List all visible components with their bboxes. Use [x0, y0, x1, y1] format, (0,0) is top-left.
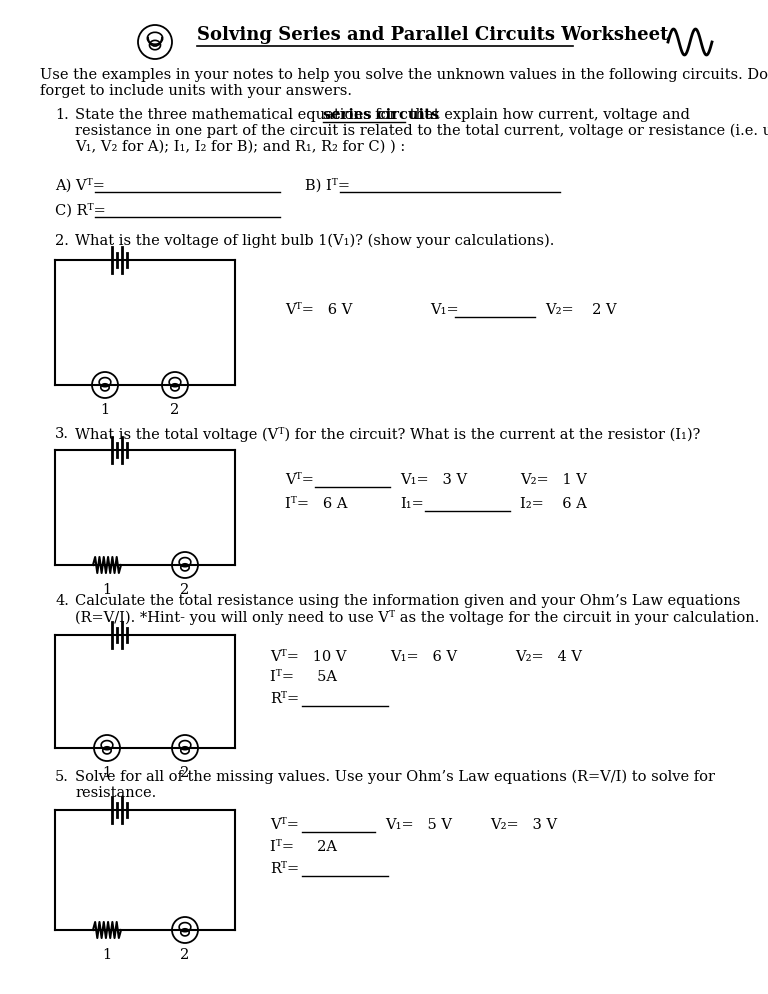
Text: 2.: 2.	[55, 234, 69, 248]
Text: 1: 1	[102, 948, 111, 962]
Text: Iᵀ=     5A: Iᵀ= 5A	[270, 670, 337, 684]
Text: Rᵀ=: Rᵀ=	[270, 862, 299, 876]
Text: V₁=   5 V: V₁= 5 V	[385, 818, 452, 832]
Text: 1.: 1.	[55, 108, 69, 122]
Text: A) Vᵀ=: A) Vᵀ=	[55, 178, 105, 193]
Text: 2: 2	[180, 766, 190, 780]
Text: resistance.: resistance.	[75, 786, 156, 800]
Text: What is the voltage of light bulb 1(V₁)? (show your calculations).: What is the voltage of light bulb 1(V₁)?…	[75, 234, 554, 248]
Text: V₂=   1 V: V₂= 1 V	[520, 473, 587, 487]
Text: V₂=   3 V: V₂= 3 V	[490, 818, 557, 832]
Text: 1: 1	[102, 583, 111, 597]
Text: V₂=   4 V: V₂= 4 V	[515, 650, 582, 664]
Text: Use the examples in your notes to help you solve the unknown values in the follo: Use the examples in your notes to help y…	[40, 68, 768, 82]
Text: 1: 1	[101, 403, 110, 417]
Text: Rᵀ=: Rᵀ=	[270, 692, 299, 706]
Text: V₁, V₂ for A); I₁, I₂ for B); and R₁, R₂ for C) ) :: V₁, V₂ for A); I₁, I₂ for B); and R₁, R₂…	[75, 140, 406, 154]
Text: V₂=    2 V: V₂= 2 V	[545, 303, 617, 317]
Text: Solve for all of the missing values. Use your Ohm’s Law equations (R=V/I) to sol: Solve for all of the missing values. Use…	[75, 770, 715, 784]
Text: Vᵀ=   6 V: Vᵀ= 6 V	[285, 303, 353, 317]
Text: Solving Series and Parallel Circuits Worksheet: Solving Series and Parallel Circuits Wor…	[197, 26, 668, 44]
Text: C) Rᵀ=: C) Rᵀ=	[55, 203, 106, 218]
Text: Vᵀ=: Vᵀ=	[270, 818, 299, 832]
Text: Calculate the total resistance using the information given and your Ohm’s Law eq: Calculate the total resistance using the…	[75, 594, 740, 608]
Text: 2: 2	[180, 948, 190, 962]
Text: Vᵀ=   10 V: Vᵀ= 10 V	[270, 650, 346, 664]
Text: 3.: 3.	[55, 427, 69, 441]
Text: 5.: 5.	[55, 770, 69, 784]
Text: forget to include units with your answers.: forget to include units with your answer…	[40, 84, 352, 98]
Text: that explain how current, voltage and: that explain how current, voltage and	[405, 108, 690, 122]
Text: 2: 2	[170, 403, 180, 417]
Text: I₂=    6 A: I₂= 6 A	[520, 497, 587, 511]
Text: (R=V/I). *Hint- you will only need to use Vᵀ as the voltage for the circuit in y: (R=V/I). *Hint- you will only need to us…	[75, 610, 760, 625]
Text: V₁=: V₁=	[430, 303, 458, 317]
Text: What is the total voltage (Vᵀ) for the circuit? What is the current at the resis: What is the total voltage (Vᵀ) for the c…	[75, 427, 700, 442]
Text: 4.: 4.	[55, 594, 69, 608]
Text: Iᵀ=     2A: Iᵀ= 2A	[270, 840, 337, 854]
Text: 2: 2	[180, 583, 190, 597]
Text: B) Iᵀ=: B) Iᵀ=	[305, 178, 350, 193]
Text: 1: 1	[102, 766, 111, 780]
Text: series circuits: series circuits	[323, 108, 439, 122]
Text: I₁=: I₁=	[400, 497, 424, 511]
Text: resistance in one part of the circuit is related to the total current, voltage o: resistance in one part of the circuit is…	[75, 124, 768, 138]
Text: V₁=   3 V: V₁= 3 V	[400, 473, 467, 487]
Text: Vᵀ=: Vᵀ=	[285, 473, 314, 487]
Text: State the three mathematical equations for: State the three mathematical equations f…	[75, 108, 401, 122]
Text: Iᵀ=   6 A: Iᵀ= 6 A	[285, 497, 347, 511]
Text: V₁=   6 V: V₁= 6 V	[390, 650, 457, 664]
